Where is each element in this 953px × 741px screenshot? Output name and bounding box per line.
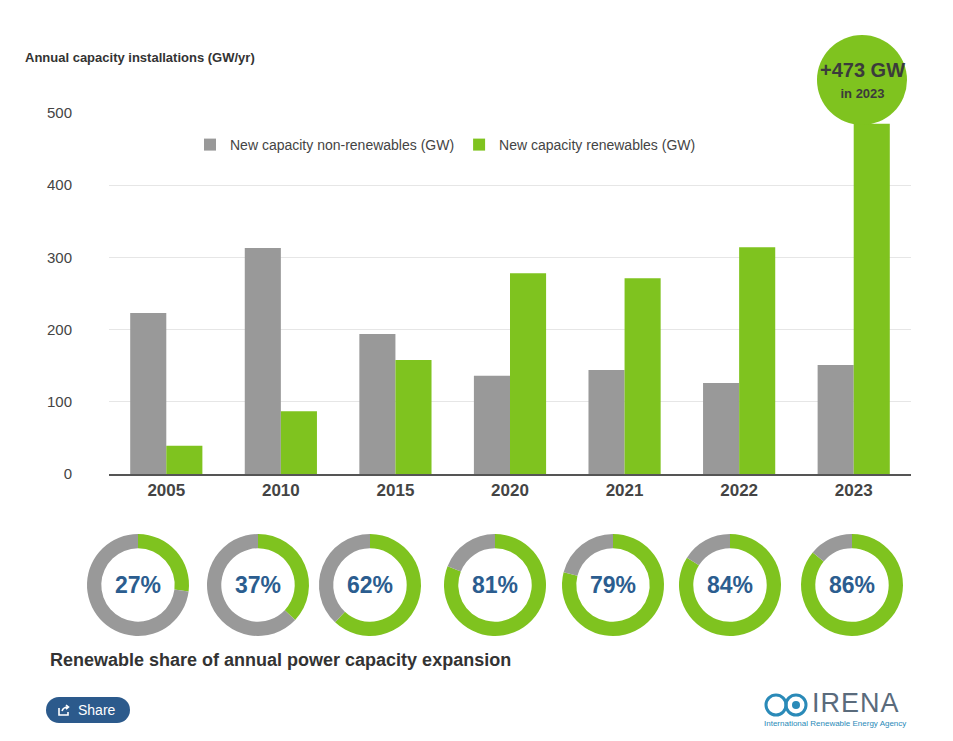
svg-text:62%: 62% [347,572,393,598]
svg-text:Annual capacity installations: Annual capacity installations (GW/yr) [25,50,255,65]
html-text:IRENA: IRENA [812,688,900,718]
svg-text:New capacity renewables (GW): New capacity renewables (GW) [499,137,695,153]
svg-text:37%: 37% [235,572,281,598]
svg-text:+473 GWin 2023: +473 GWin 2023 [820,59,905,101]
svg-text:2022: 2022 [720,481,758,500]
svg-text:81%: 81% [472,572,518,598]
svg-text:0: 0 [64,465,72,482]
svg-text:2021: 2021 [606,481,644,500]
svg-text:2023: 2023 [835,481,873,500]
svg-text:2020: 2020 [491,481,529,500]
svg-text:27%: 27% [115,572,161,598]
svg-text:New capacity non-renewables (G: New capacity non-renewables (GW) [230,137,454,153]
svg-text:2010: 2010 [262,481,300,500]
svg-text:2015: 2015 [377,481,415,500]
svg-text:400: 400 [47,176,72,193]
svg-text:84%: 84% [707,572,753,598]
svg-text:79%: 79% [590,572,636,598]
svg-text:500: 500 [47,104,72,121]
svg-text:Renewable share of annual powe: Renewable share of annual power capacity… [50,650,511,670]
svg-text:300: 300 [47,249,72,266]
svg-text:86%: 86% [829,572,875,598]
svg-text:2005: 2005 [147,481,185,500]
html-text:Share: Share [78,702,116,718]
svg-text:200: 200 [47,321,72,338]
svg-text:100: 100 [47,393,72,410]
html-text:International Renewable Energy: International Renewable Energy Agency [764,719,907,728]
